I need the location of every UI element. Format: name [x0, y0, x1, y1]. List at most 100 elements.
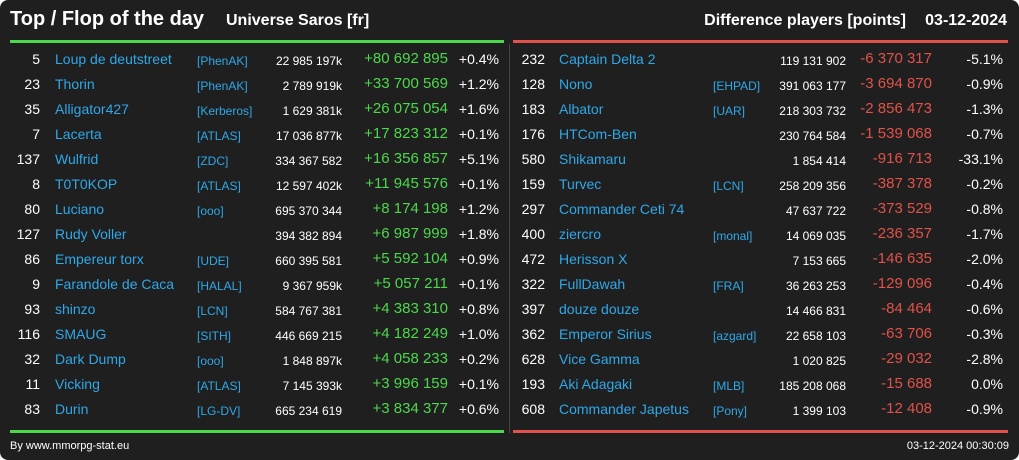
- player-name-link[interactable]: Loup de deutstreet: [55, 51, 172, 67]
- player-name-link[interactable]: Turvec: [559, 176, 602, 192]
- player-name-link[interactable]: Albator: [559, 101, 604, 117]
- player-name-link[interactable]: Durin: [55, 401, 89, 417]
- player-name-link[interactable]: Farandole de Caca: [55, 276, 175, 292]
- alliance-tag-link[interactable]: [MLB]: [713, 379, 745, 393]
- player-name-link[interactable]: Alligator427: [55, 101, 129, 117]
- player-name-link[interactable]: Dark Dump: [55, 351, 126, 367]
- player-points: 394 382 894: [275, 229, 342, 243]
- alliance-tag-link[interactable]: [LCN]: [197, 304, 228, 318]
- player-points: 14 466 831: [785, 304, 846, 318]
- player-points: 660 395 581: [275, 254, 342, 268]
- percent-change: +0.1%: [458, 176, 499, 192]
- alliance-tag-link[interactable]: [UDE]: [197, 254, 230, 268]
- percent-change: -0.2%: [966, 176, 1003, 192]
- player-name-link[interactable]: SMAUG: [55, 326, 107, 342]
- player-points: 17 036 877k: [275, 129, 342, 143]
- points-difference: -29 032: [881, 350, 932, 367]
- universe-label: Universe Saros [fr]: [226, 12, 370, 29]
- flop-row: 322 FullDawah [FRA] 36 263 253 -129 096 -0.4%: [510, 271, 1019, 296]
- alliance-tag-link[interactable]: [ZDC]: [197, 154, 229, 168]
- player-name-link[interactable]: Commander Ceti 74: [559, 201, 685, 217]
- alliance-tag-link[interactable]: [FRA]: [713, 279, 744, 293]
- player-name-link[interactable]: Empereur torx: [55, 251, 144, 267]
- points-difference: +4 058 233: [372, 350, 449, 367]
- percent-change: +1.2%: [458, 201, 499, 217]
- player-points: 446 669 215: [275, 329, 342, 343]
- player-name-link[interactable]: Vice Gamma: [559, 351, 640, 367]
- player-name-link[interactable]: Wulfrid: [55, 151, 99, 167]
- player-rank: 86: [24, 251, 40, 267]
- player-rank: 11: [25, 376, 40, 392]
- alliance-tag-link[interactable]: [LCN]: [713, 179, 744, 193]
- points-difference: -6 370 317: [860, 50, 932, 67]
- player-points: 695 370 344: [275, 204, 342, 218]
- column-divider: [509, 44, 510, 433]
- player-name-link[interactable]: shinzo: [55, 301, 96, 317]
- points-difference: -12 408: [881, 400, 932, 417]
- top-row: 93 shinzo [LCN] 584 767 381 +4 383 310 +0.8%: [0, 296, 508, 321]
- player-rank: 397: [521, 301, 545, 317]
- flop-row: 580 Shikamaru 1 854 414 -916 713 -33.1%: [510, 146, 1019, 171]
- alliance-tag-link[interactable]: [UAR]: [713, 104, 746, 118]
- player-name-link[interactable]: Commander Japetus: [559, 401, 689, 417]
- top-row: 116 SMAUG [SITH] 446 669 215 +4 182 249 +1.0%: [0, 321, 508, 346]
- alliance-tag-link[interactable]: [EHPAD]: [713, 79, 761, 93]
- player-rank: 159: [521, 176, 545, 192]
- player-name-link[interactable]: Lacerta: [55, 126, 102, 142]
- points-difference: +4 182 249: [372, 325, 449, 342]
- top-table: 5 Loup de deutstreet [PhenAK] 22 985 197k +8…: [0, 46, 508, 421]
- player-name-link[interactable]: HTCom-Ben: [559, 126, 637, 142]
- points-difference: +6 987 999: [372, 225, 449, 242]
- alliance-tag-link[interactable]: [HALAL]: [197, 279, 242, 293]
- player-rank: 83: [24, 401, 40, 417]
- player-name-link[interactable]: Rudy Voller: [55, 226, 127, 242]
- player-name-link[interactable]: Herisson X: [559, 251, 628, 267]
- percent-change: -0.3%: [966, 326, 1003, 342]
- player-name-link[interactable]: douze douze: [559, 301, 640, 317]
- top-row: 23 Thorin [PhenAK] 2 789 919k +33 700 569 +1.…: [0, 71, 508, 96]
- points-difference: +3 834 377: [372, 400, 449, 417]
- points-difference: -1 539 068: [860, 125, 932, 142]
- percent-change: +0.6%: [458, 401, 499, 417]
- player-name-link[interactable]: Aki Adagaki: [559, 376, 633, 392]
- player-name-link[interactable]: Vicking: [55, 376, 100, 392]
- player-name-link[interactable]: Nono: [559, 76, 593, 92]
- player-name-link[interactable]: T0T0KOP: [55, 176, 118, 192]
- player-rank: 176: [521, 126, 545, 142]
- alliance-tag-link[interactable]: [ATLAS]: [197, 379, 241, 393]
- player-rank: 128: [521, 76, 545, 92]
- alliance-tag-link[interactable]: [LG-DV]: [197, 404, 241, 418]
- alliance-tag-link[interactable]: [ooo]: [197, 204, 224, 218]
- flop-row: 159 Turvec [LCN] 258 209 356 -387 378 -0.2%: [510, 171, 1019, 196]
- alliance-tag-link[interactable]: [SITH]: [197, 329, 232, 343]
- alliance-tag-link[interactable]: [ooo]: [197, 354, 224, 368]
- player-name-link[interactable]: Emperor Sirius: [559, 326, 652, 342]
- player-name-link[interactable]: FullDawah: [559, 276, 626, 292]
- alliance-tag-link[interactable]: [PhenAK]: [197, 79, 248, 93]
- player-points: 1 629 381k: [282, 104, 342, 118]
- player-rank: 472: [521, 251, 545, 267]
- alliance-tag-link[interactable]: [azgard]: [713, 329, 757, 343]
- alliance-tag-link[interactable]: [Pony]: [713, 404, 748, 418]
- player-name-link[interactable]: ziercro: [559, 226, 602, 242]
- alliance-tag-link[interactable]: [ATLAS]: [197, 179, 241, 193]
- top-row: 35 Alligator427 [Kerberos] 1 629 381k +26 07…: [0, 96, 508, 121]
- flop-row: 297 Commander Ceti 74 47 637 722 -373 529 -0…: [510, 196, 1019, 221]
- points-difference: -84 464: [881, 300, 932, 317]
- player-rank: 297: [521, 201, 545, 217]
- alliance-tag-link[interactable]: [ATLAS]: [197, 129, 241, 143]
- player-name-link[interactable]: Thorin: [55, 76, 95, 92]
- player-name-link[interactable]: Shikamaru: [559, 151, 626, 167]
- points-difference: -15 688: [881, 375, 932, 392]
- player-rank: 116: [17, 326, 40, 342]
- player-name-link[interactable]: Luciano: [55, 201, 105, 217]
- alliance-tag-link[interactable]: [PhenAK]: [197, 54, 248, 68]
- percent-change: -0.9%: [966, 401, 1003, 417]
- alliance-tag-link[interactable]: [Kerberos]: [197, 104, 253, 118]
- flop-row: 362 Emperor Sirius [azgard] 22 658 103 -63 7…: [510, 321, 1019, 346]
- alliance-tag-link[interactable]: [monal]: [713, 229, 753, 243]
- percent-change: +0.4%: [458, 51, 499, 67]
- player-points: 665 234 619: [275, 404, 342, 418]
- player-name-link[interactable]: Captain Delta 2: [559, 51, 656, 67]
- flop-row: 628 Vice Gamma 1 020 825 -29 032 -2.8%: [510, 346, 1019, 371]
